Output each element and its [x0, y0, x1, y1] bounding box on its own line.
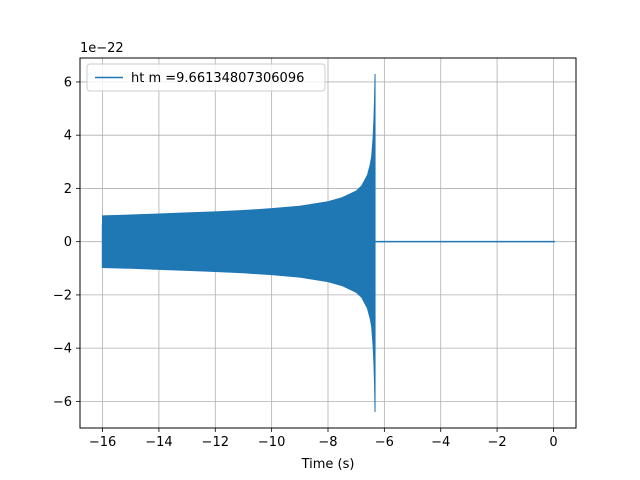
x-tick-label: −14	[145, 435, 172, 450]
grid-lines	[80, 58, 576, 428]
x-tick-label: −12	[202, 435, 229, 450]
y-tick-label: −2	[53, 288, 72, 303]
x-tick-label: −6	[375, 435, 394, 450]
y-tick-label: 2	[64, 182, 72, 197]
x-axis: −16 −14 −12 −10 −8 −6 −4 −2 0	[89, 428, 558, 450]
y-tick-label: 0	[64, 235, 72, 250]
series-layer	[101, 73, 555, 413]
legend: ht m =9.66134807306096	[86, 63, 326, 92]
x-tick-label: −4	[431, 435, 450, 450]
x-tick-label: −8	[318, 435, 337, 450]
y-offset-label: 1e−22	[80, 41, 124, 56]
x-tick-label: −10	[258, 435, 285, 450]
y-tick-label: −6	[53, 395, 72, 410]
y-tick-label: 6	[64, 75, 72, 90]
x-tick-label: 0	[549, 435, 557, 450]
x-tick-label: −16	[89, 435, 116, 450]
y-axis: −6 −4 −2 0 2 4 6	[53, 75, 80, 410]
legend-box	[86, 63, 326, 92]
x-axis-label: Time (s)	[301, 457, 355, 472]
y-tick-label: −4	[53, 342, 72, 357]
x-tick-label: −2	[488, 435, 507, 450]
series-waveform-band	[102, 73, 376, 413]
y-tick-label: 4	[64, 129, 72, 144]
legend-label: ht m =9.66134807306096	[131, 71, 304, 86]
